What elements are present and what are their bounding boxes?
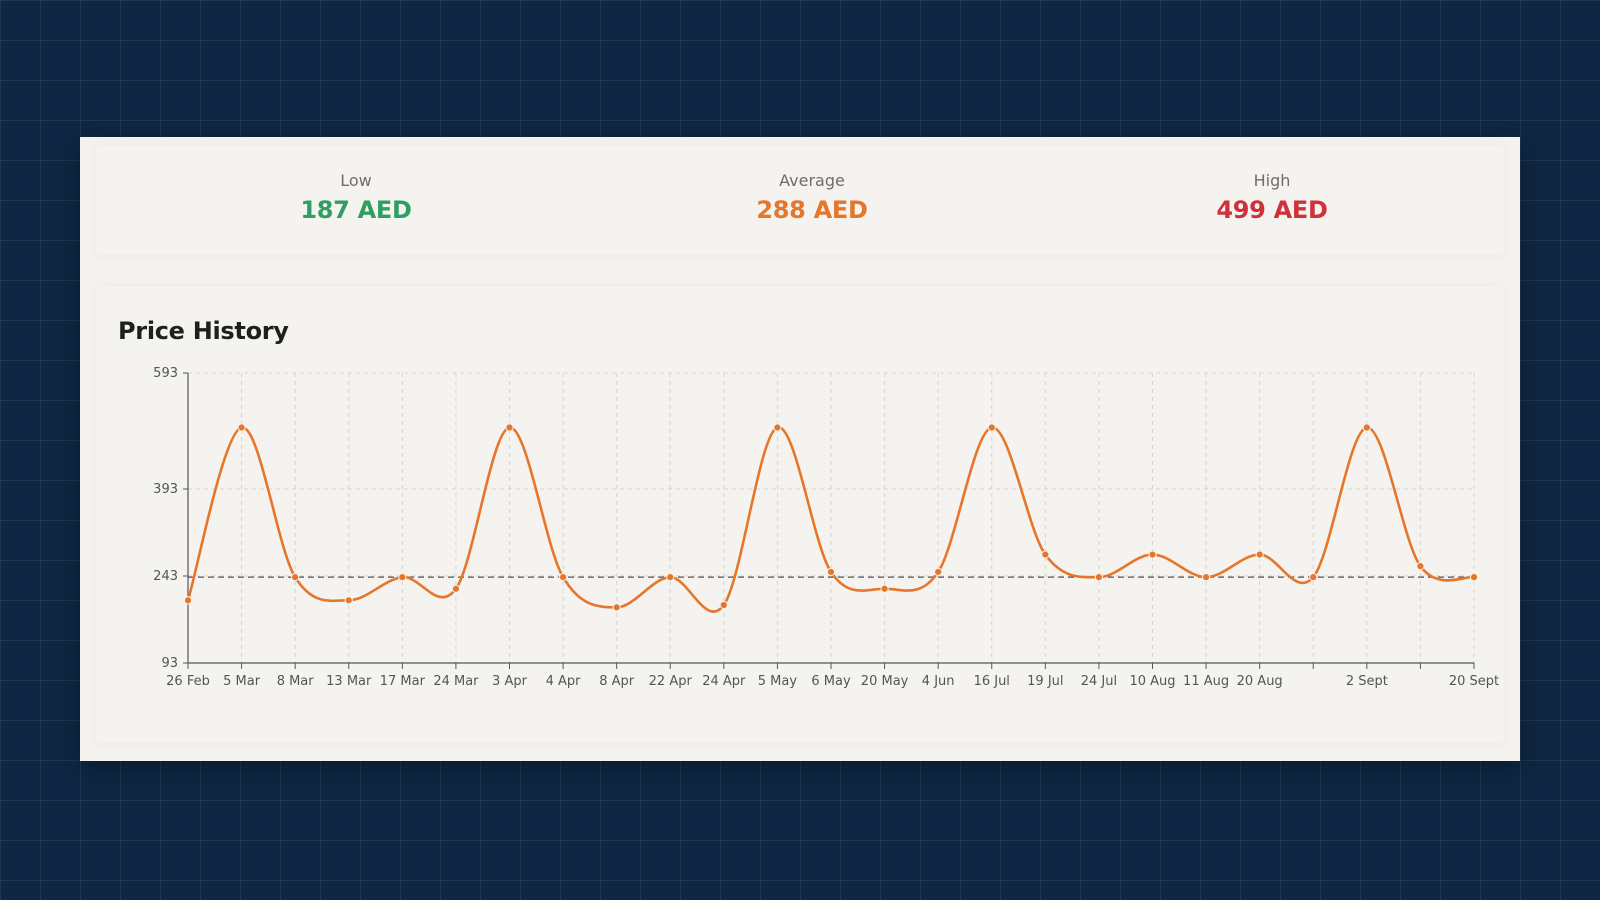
- price-point[interactable]: [237, 423, 246, 432]
- price-stats-panel: Low 187 AED Average 288 AED High 499 AED: [96, 145, 1504, 255]
- chart-panel: Price History 93 243 393 593 26 Feb 5 Mar 8 Ma…: [96, 287, 1504, 743]
- x-tick-label: 8 Mar: [277, 674, 315, 689]
- x-tick-label: 22 Apr: [649, 674, 693, 689]
- x-tick-label: 19 Jul: [1027, 674, 1063, 689]
- x-tick-label: 17 Mar: [380, 674, 426, 689]
- y-tick-label: 593: [153, 366, 178, 381]
- price-card: Low 187 AED Average 288 AED High 499 AED…: [80, 137, 1520, 761]
- price-point[interactable]: [291, 573, 300, 582]
- stat-average: Average 288 AED: [612, 171, 1012, 224]
- stat-average-value: 288 AED: [756, 196, 868, 224]
- stat-low-label: Low: [340, 171, 372, 190]
- price-point[interactable]: [1255, 550, 1264, 559]
- x-tick-label: 10 Aug: [1129, 674, 1175, 689]
- x-tick-label: 16 Jul: [974, 674, 1010, 689]
- price-point[interactable]: [987, 423, 996, 432]
- price-point[interactable]: [1041, 550, 1050, 559]
- x-tick-label: 24 Mar: [433, 674, 479, 689]
- x-tick-label: 11 Aug: [1183, 674, 1229, 689]
- price-point[interactable]: [1094, 573, 1104, 582]
- x-tick-label: 4 Apr: [546, 674, 582, 689]
- stat-average-label: Average: [779, 171, 845, 190]
- x-tick-label: 20 May: [861, 674, 909, 689]
- x-tick-label: 4 Jun: [922, 674, 955, 689]
- price-point[interactable]: [451, 584, 461, 593]
- stat-low: Low 187 AED: [156, 171, 556, 224]
- price-point[interactable]: [612, 603, 621, 612]
- x-tick-label: 3 Apr: [492, 674, 528, 689]
- x-tick-label: 24 Jul: [1081, 674, 1117, 689]
- stat-low-value: 187 AED: [300, 196, 412, 224]
- price-point[interactable]: [344, 596, 353, 605]
- stat-high-label: High: [1253, 171, 1291, 190]
- price-point[interactable]: [773, 423, 782, 432]
- x-tick-label: 13 Mar: [326, 674, 372, 689]
- price-point[interactable]: [719, 600, 728, 610]
- x-tick-label: 24 Apr: [702, 674, 746, 689]
- price-point[interactable]: [934, 567, 943, 577]
- x-tick-label: 26 Feb: [166, 674, 210, 689]
- x-tick-label: 2 Sept: [1346, 674, 1388, 689]
- stat-high-value: 499 AED: [1216, 196, 1328, 224]
- price-point[interactable]: [398, 573, 407, 582]
- price-point[interactable]: [183, 596, 193, 605]
- price-history-chart: 93 243 393 593 26 Feb 5 Mar 8 Mar 13 Mar 17 Mar 2…: [153, 366, 1499, 689]
- price-point[interactable]: [1201, 573, 1211, 582]
- price-point[interactable]: [826, 567, 836, 577]
- stat-high: High 499 AED: [1072, 171, 1472, 224]
- x-tick-label: 5 May: [758, 674, 798, 689]
- chart-title: Price History: [118, 317, 289, 345]
- price-point[interactable]: [558, 573, 568, 582]
- price-point[interactable]: [505, 423, 514, 432]
- y-tick-label: 393: [153, 482, 178, 497]
- x-tick-label: 20 Sept: [1449, 674, 1499, 689]
- x-tick-label: 5 Mar: [223, 674, 261, 689]
- x-tick-label: 20 Aug: [1237, 674, 1283, 689]
- y-tick-label: 243: [153, 569, 178, 584]
- price-point[interactable]: [1362, 423, 1371, 432]
- y-tick-label: 93: [161, 656, 178, 671]
- price-point[interactable]: [1416, 562, 1425, 571]
- price-point[interactable]: [666, 573, 675, 582]
- x-tick-label: 6 May: [811, 674, 851, 689]
- x-tick-label: 8 Apr: [599, 674, 635, 689]
- price-point[interactable]: [1148, 550, 1157, 559]
- price-point[interactable]: [880, 584, 889, 593]
- price-point[interactable]: [1469, 573, 1479, 582]
- price-point[interactable]: [1309, 573, 1318, 582]
